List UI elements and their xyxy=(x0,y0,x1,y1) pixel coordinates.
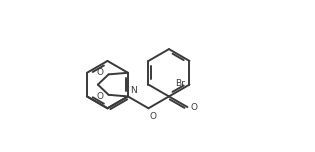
Text: O: O xyxy=(96,68,103,77)
Text: O: O xyxy=(191,103,198,112)
Text: Br: Br xyxy=(175,79,185,88)
Text: O: O xyxy=(150,112,157,121)
Text: N: N xyxy=(130,86,137,95)
Text: O: O xyxy=(96,92,103,102)
